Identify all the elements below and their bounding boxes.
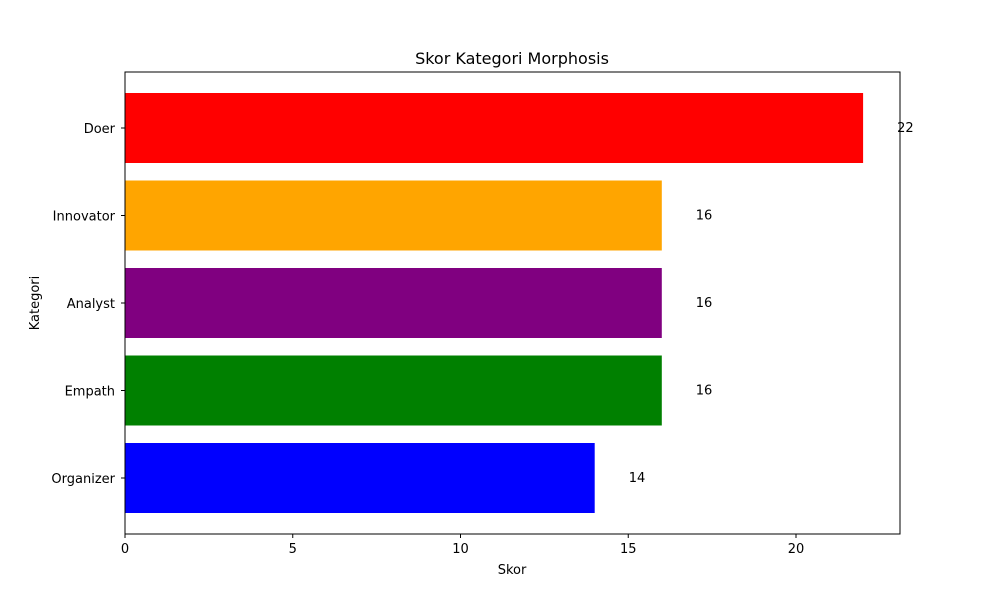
- y-tick-label-doer: Doer: [84, 122, 116, 137]
- plot-frame: [124, 71, 901, 535]
- y-tick-label-innovator: Innovator: [53, 210, 116, 225]
- bar-doer: [125, 93, 864, 163]
- x-tick-label-20: 20: [788, 542, 805, 557]
- y-tick-label-analyst: Analyst: [67, 297, 115, 312]
- data-label-analyst: 16: [696, 296, 713, 311]
- bars-layer: [125, 93, 864, 513]
- y-tick-label-empath: Empath: [65, 385, 115, 400]
- bar-analyst: [125, 268, 662, 338]
- chart-title: Skor Kategori Morphosis: [415, 49, 609, 68]
- x-tick-label-0: 0: [121, 542, 129, 557]
- bar-innovator: [125, 180, 662, 251]
- y-axis-ticks: Organizer Empath Analyst Innovator Doer: [51, 122, 125, 487]
- bar-empath: [125, 355, 662, 426]
- y-axis-label: Kategori: [28, 276, 43, 331]
- x-axis-ticks: 0 5 10 15 20: [121, 534, 804, 557]
- data-label-innovator: 16: [696, 209, 713, 224]
- data-label-empath: 16: [696, 384, 713, 399]
- data-label-organizer: 14: [629, 471, 646, 486]
- x-tick-label-15: 15: [620, 542, 637, 557]
- data-labels-layer: 14 16 16 16 22: [629, 121, 914, 486]
- x-axis-label: Skor: [498, 563, 527, 578]
- y-tick-label-organizer: Organizer: [51, 472, 115, 487]
- bar-organizer: [125, 443, 595, 513]
- x-tick-label-10: 10: [452, 542, 469, 557]
- x-tick-label-5: 5: [289, 542, 297, 557]
- data-label-doer: 22: [897, 121, 914, 136]
